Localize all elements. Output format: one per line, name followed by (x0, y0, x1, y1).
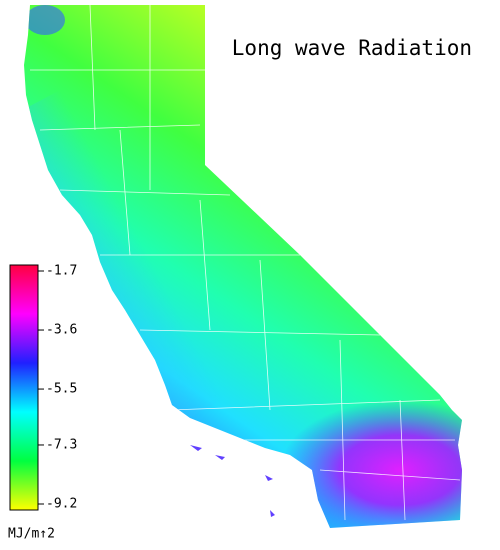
legend-tick-label: -7.3 (46, 437, 77, 452)
color-bar (9, 264, 39, 511)
legend-tick-label: -1.7 (46, 264, 77, 279)
legend-unit: MJ/m↑2 (8, 527, 55, 542)
legend-tick-label: -5.5 (46, 382, 77, 397)
map-title: Long wave Radiation (232, 36, 472, 60)
legend-tick-label: -9.2 (46, 497, 77, 512)
legend-tick-label: -3.6 (46, 323, 77, 338)
legend: -1.7 -3.6 -5.5 -7.3 -9.2 MJ/m↑2 (8, 264, 77, 542)
